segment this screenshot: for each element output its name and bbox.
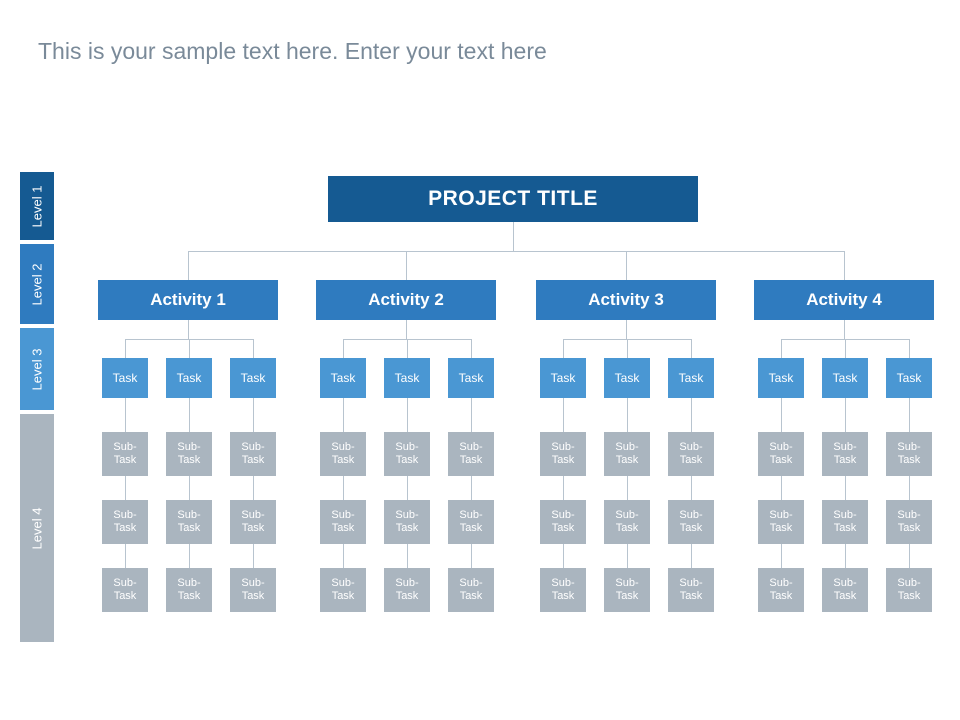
- subtask-box: Sub-Task: [102, 500, 148, 544]
- subtask-box: Sub-Task: [448, 568, 494, 612]
- task-box: Task: [448, 358, 494, 398]
- subtask-box: Sub-Task: [166, 432, 212, 476]
- connector-line: [909, 339, 910, 358]
- task-box: Task: [822, 358, 868, 398]
- connector-line: [188, 320, 189, 339]
- subtask-box: Sub-Task: [230, 500, 276, 544]
- task-box: Task: [166, 358, 212, 398]
- level-tab-4: Level 4: [20, 414, 54, 642]
- connector-line: [343, 339, 344, 358]
- connector-line: [513, 222, 514, 251]
- subtask-box: Sub-Task: [668, 432, 714, 476]
- activity-box-3: Activity 3: [536, 280, 716, 320]
- subtask-box: Sub-Task: [320, 568, 366, 612]
- task-box: Task: [668, 358, 714, 398]
- connector-line: [189, 339, 190, 358]
- subtask-box: Sub-Task: [166, 500, 212, 544]
- subtask-box: Sub-Task: [540, 568, 586, 612]
- subtitle-text: This is your sample text here. Enter you…: [38, 38, 547, 65]
- connector-line: [781, 339, 782, 358]
- subtask-box: Sub-Task: [384, 432, 430, 476]
- subtask-box: Sub-Task: [384, 568, 430, 612]
- subtask-box: Sub-Task: [540, 500, 586, 544]
- task-box: Task: [384, 358, 430, 398]
- subtask-box: Sub-Task: [230, 568, 276, 612]
- subtask-box: Sub-Task: [102, 432, 148, 476]
- task-box: Task: [320, 358, 366, 398]
- connector-line: [406, 320, 407, 339]
- subtask-box: Sub-Task: [822, 568, 868, 612]
- connector-line: [188, 251, 844, 252]
- subtask-box: Sub-Task: [604, 432, 650, 476]
- subtask-box: Sub-Task: [540, 432, 586, 476]
- connector-line: [627, 339, 628, 358]
- subtask-box: Sub-Task: [886, 568, 932, 612]
- activity-box-2: Activity 2: [316, 280, 496, 320]
- subtask-box: Sub-Task: [384, 500, 430, 544]
- subtask-box: Sub-Task: [886, 500, 932, 544]
- subtask-box: Sub-Task: [886, 432, 932, 476]
- subtask-box: Sub-Task: [604, 500, 650, 544]
- connector-line: [844, 251, 845, 280]
- subtask-box: Sub-Task: [230, 432, 276, 476]
- connector-line: [844, 320, 845, 339]
- connector-line: [471, 339, 472, 358]
- subtask-box: Sub-Task: [320, 500, 366, 544]
- subtask-box: Sub-Task: [604, 568, 650, 612]
- task-box: Task: [886, 358, 932, 398]
- subtask-box: Sub-Task: [822, 432, 868, 476]
- level-tab-2: Level 2: [20, 244, 54, 324]
- level-tab-3: Level 3: [20, 328, 54, 410]
- subtask-box: Sub-Task: [758, 500, 804, 544]
- connector-line: [253, 339, 254, 358]
- connector-line: [188, 251, 189, 280]
- activity-box-4: Activity 4: [754, 280, 934, 320]
- project-title-box: PROJECT TITLE: [328, 176, 698, 222]
- subtask-box: Sub-Task: [668, 568, 714, 612]
- level-tab-1: Level 1: [20, 172, 54, 240]
- subtask-box: Sub-Task: [102, 568, 148, 612]
- connector-line: [563, 339, 564, 358]
- subtask-box: Sub-Task: [448, 432, 494, 476]
- connector-line: [407, 339, 408, 358]
- subtask-box: Sub-Task: [758, 568, 804, 612]
- task-box: Task: [230, 358, 276, 398]
- connector-line: [125, 339, 126, 358]
- subtask-box: Sub-Task: [320, 432, 366, 476]
- activity-box-1: Activity 1: [98, 280, 278, 320]
- subtask-box: Sub-Task: [166, 568, 212, 612]
- subtask-box: Sub-Task: [758, 432, 804, 476]
- task-box: Task: [758, 358, 804, 398]
- connector-line: [845, 339, 846, 358]
- subtask-box: Sub-Task: [668, 500, 714, 544]
- task-box: Task: [540, 358, 586, 398]
- connector-line: [406, 251, 407, 280]
- task-box: Task: [102, 358, 148, 398]
- subtask-box: Sub-Task: [822, 500, 868, 544]
- task-box: Task: [604, 358, 650, 398]
- connector-line: [626, 320, 627, 339]
- subtask-box: Sub-Task: [448, 500, 494, 544]
- connector-line: [691, 339, 692, 358]
- connector-line: [626, 251, 627, 280]
